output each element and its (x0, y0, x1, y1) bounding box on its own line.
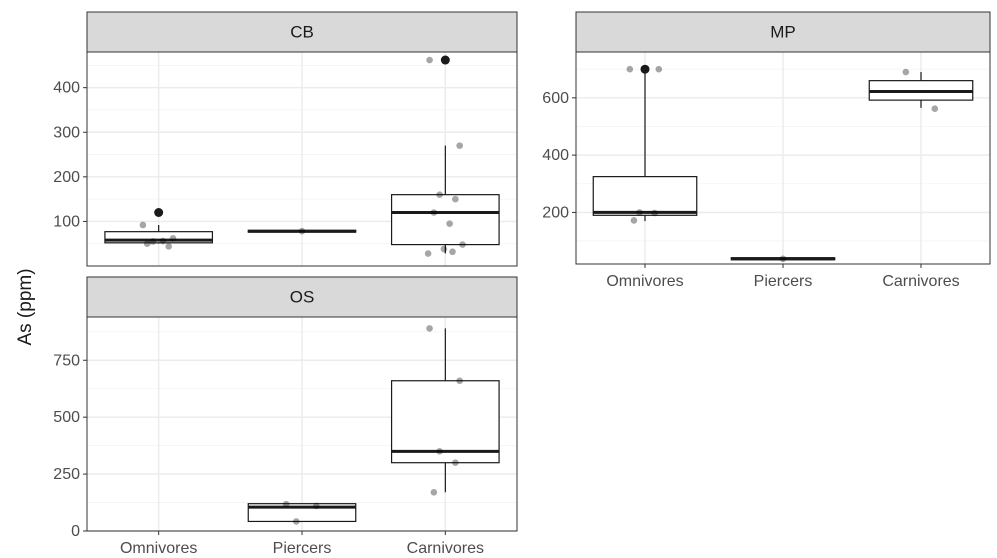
y-tick-label: 400 (53, 80, 80, 97)
jitter-point (139, 221, 147, 229)
y-tick-label: 200 (542, 204, 569, 221)
iqr-box (104, 231, 214, 244)
jitter-point (452, 459, 459, 467)
panel-border (86, 51, 518, 267)
jitter-point (159, 237, 167, 245)
x-tick-label: Omnivores (120, 540, 197, 557)
jitter-point (165, 243, 172, 250)
y-axis-title: As (ppm) (15, 268, 36, 345)
box-piercers (247, 503, 357, 523)
jitter-point (651, 209, 658, 217)
y-tick-label: 200 (53, 169, 80, 186)
box-carnivores (390, 328, 500, 493)
panel-mp: MP 200 400 600 Omnivores Piercers Carnivores (542, 11, 991, 290)
outlier-point (154, 208, 164, 217)
jitter-point (282, 500, 290, 508)
y-tick-label: 100 (53, 213, 80, 230)
jitter-point (143, 240, 151, 248)
jitter-point (931, 105, 939, 113)
outlier-point (640, 64, 650, 74)
jitter-point (430, 488, 438, 496)
x-tick-label: Omnivores (606, 273, 683, 290)
jitter-point (902, 68, 910, 76)
panel-cb: CB 100 200 300 400 (53, 11, 518, 267)
jitter-point (424, 250, 432, 257)
jitter-point (655, 65, 663, 73)
x-tick-label: Carnivores (407, 540, 484, 557)
jitter-point (426, 325, 433, 332)
facet-strip-label: CB (290, 22, 314, 41)
jitter-point (626, 65, 634, 73)
panels-layer: CB 100 200 300 400 MP 200 400 600 Omnivores Pierce… (53, 11, 991, 557)
box-piercers (730, 257, 836, 261)
box-piercers (247, 229, 357, 233)
y-tick-label: 750 (53, 352, 80, 369)
box-omnivores (104, 208, 214, 244)
jitter-point (630, 217, 638, 224)
jitter-point (313, 502, 320, 510)
jitter-point (459, 241, 466, 248)
jitter-point (446, 220, 453, 227)
outlier-point (440, 55, 450, 65)
jitter-point (636, 209, 643, 216)
box-carnivores (390, 55, 500, 254)
jitter-point (436, 191, 443, 198)
jitter-point (449, 248, 456, 256)
y-tick-label: 300 (53, 124, 80, 141)
jitter-point (149, 238, 157, 245)
facet-strip-label: OS (290, 287, 315, 306)
jitter-point (169, 235, 177, 242)
facet-strip-label: MP (770, 22, 796, 41)
x-tick-label: Piercers (273, 540, 332, 557)
y-tick-label: 400 (542, 147, 569, 164)
iqr-box (390, 380, 500, 464)
jitter-point (292, 518, 300, 525)
jitter-point (452, 195, 459, 203)
jitter-point (430, 209, 438, 216)
facet-strip (86, 276, 518, 318)
box-carnivores (868, 72, 974, 108)
iqr-box (592, 176, 698, 216)
y-tick-label: 500 (53, 409, 80, 426)
jitter-point (456, 377, 463, 385)
facet-strip (86, 11, 518, 53)
y-tick-label: 0 (71, 523, 80, 540)
panel-os: OS 0 250 500 750 Omnivores Piercers Carnivores (53, 276, 518, 557)
facet-strip (575, 11, 991, 53)
jitter-point (298, 227, 306, 235)
jitter-point (440, 245, 448, 253)
box-omnivores (592, 64, 698, 222)
jitter-point (436, 448, 443, 455)
jitter-point (779, 255, 787, 263)
y-tick-label: 600 (542, 90, 569, 107)
y-tick-label: 250 (53, 466, 80, 483)
x-tick-label: Piercers (754, 273, 813, 290)
x-tick-label: Carnivores (882, 273, 959, 290)
iqr-box (390, 194, 500, 246)
jitter-point (456, 142, 463, 149)
jitter-point (426, 56, 433, 64)
